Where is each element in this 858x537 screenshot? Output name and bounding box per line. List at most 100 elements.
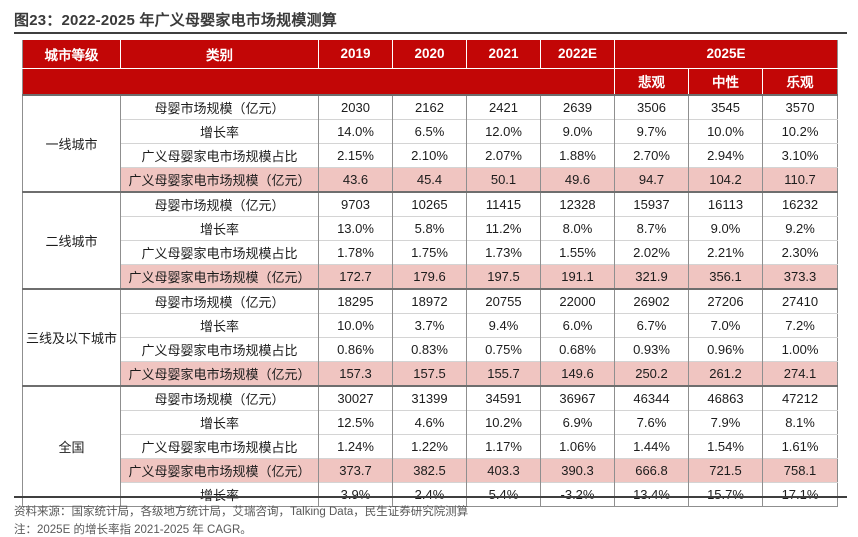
value-cell: 94.7 (614, 167, 689, 192)
value-cell: 5.4% (466, 482, 541, 507)
value-cell: 27206 (688, 288, 763, 314)
value-cell: 2639 (540, 94, 615, 120)
value-cell: 49.6 (540, 167, 615, 192)
footer-divider (14, 496, 847, 498)
value-cell: 197.5 (466, 264, 541, 289)
value-cell: 46344 (614, 385, 689, 411)
table-row: 增长率3.9%2.4%5.4%-3.2%13.4%15.7%17.1% (23, 482, 838, 507)
value-cell: 9.0% (540, 119, 615, 144)
value-cell: 18295 (318, 288, 393, 314)
year-header: 2019 (318, 40, 393, 68)
value-cell: 20755 (466, 288, 541, 314)
table-row: 二线城市 母婴市场规模（亿元） 9703 10265 11415 12328 15937 16… (22, 191, 838, 289)
value-cell: 4.6% (392, 410, 467, 435)
value-cell: 14.0% (318, 119, 393, 144)
value-cell: 3545 (688, 94, 763, 120)
table-row: 广义母婴家电市场规模（亿元） 43.6 45.4 50.1 49.6 94.7 104.2 1… (23, 167, 838, 192)
figure-title: 图23：2022-2025 年广义母婴家电市场规模测算 (14, 12, 337, 29)
value-cell: 47212 (762, 385, 838, 411)
value-cell: 179.6 (392, 264, 467, 289)
value-cell: 0.86% (318, 337, 393, 362)
value-cell: 12.5% (318, 410, 393, 435)
column-header: 类别 (120, 40, 319, 68)
value-cell: 10.0% (688, 119, 763, 144)
value-cell: 10.2% (762, 119, 838, 144)
value-cell: 2.30% (762, 240, 838, 265)
table-row: 广义母婴家电市场规模占比 0.86% 0.83% 0.75% 0.68% 0.93% 0.9… (23, 337, 838, 362)
metric-label-cell: 广义母婴家电市场规模（亿元） (120, 264, 319, 289)
value-cell: 390.3 (540, 458, 615, 483)
value-cell: 0.96% (688, 337, 763, 362)
metric-label-cell: 广义母婴家电市场规模占比 (120, 240, 319, 265)
year-header: 2022E (540, 40, 615, 68)
metric-label-cell: 母婴市场规模（亿元） (120, 385, 319, 411)
value-cell: 10.0% (318, 313, 393, 338)
value-cell: -3.2% (540, 482, 615, 507)
market-table: 城市等级 类别 2019 2020 2021 2022E 2025E 悲观 中性 乐观 一线城市母… (22, 40, 839, 507)
value-cell: 0.68% (540, 337, 615, 362)
header-row-2: 悲观 中性 乐观 (22, 67, 838, 95)
value-cell: 43.6 (318, 167, 393, 192)
city-cell: 二线城市 (22, 191, 121, 289)
value-cell: 6.0% (540, 313, 615, 338)
value-cell: 11.2% (466, 216, 541, 241)
table-header: 城市等级 类别 2019 2020 2021 2022E 2025E 悲观 中性 乐观 (22, 40, 838, 95)
value-cell: 274.1 (762, 361, 838, 386)
value-cell: 104.2 (688, 167, 763, 192)
value-cell: 7.2% (762, 313, 838, 338)
table-row: 三线及以下城市 母婴市场规模（亿元） 18295 18972 20755 22000 269… (22, 288, 838, 386)
value-cell: 36967 (540, 385, 615, 411)
value-cell: 2421 (466, 94, 541, 120)
value-cell: 9.0% (688, 216, 763, 241)
value-cell: 1.55% (540, 240, 615, 265)
value-cell: 2.70% (614, 143, 689, 168)
value-cell: 1.24% (318, 434, 393, 459)
value-cell: 5.8% (392, 216, 467, 241)
metric-label-cell: 母婴市场规模（亿元） (120, 94, 319, 120)
value-cell: 15.7% (688, 482, 763, 507)
value-cell: 1.22% (392, 434, 467, 459)
value-cell: 382.5 (392, 458, 467, 483)
value-cell: 45.4 (392, 167, 467, 192)
table-row: 一线城市 母婴市场规模（亿元） 2030 2162 2421 2639 3506 3545 35… (22, 94, 838, 192)
value-cell: 9.2% (762, 216, 838, 241)
value-cell: 403.3 (466, 458, 541, 483)
metric-label-cell: 广义母婴家电市场规模占比 (120, 337, 319, 362)
value-cell: 2.10% (392, 143, 467, 168)
value-cell: 1.88% (540, 143, 615, 168)
value-cell: 157.3 (318, 361, 393, 386)
value-cell: 27410 (762, 288, 838, 314)
value-cell: 46863 (688, 385, 763, 411)
value-cell: 3.7% (392, 313, 467, 338)
value-cell: 0.75% (466, 337, 541, 362)
table-row: 广义母婴家电市场规模占比 1.78% 1.75% 1.73% 1.55% 2.02% 2.2… (23, 240, 838, 265)
value-cell: 22000 (540, 288, 615, 314)
value-cell: 7.0% (688, 313, 763, 338)
value-cell: 0.83% (392, 337, 467, 362)
value-cell: 2.07% (466, 143, 541, 168)
value-cell: 3570 (762, 94, 838, 120)
value-cell: 9.7% (614, 119, 689, 144)
value-cell: 12328 (540, 191, 615, 217)
metric-label-cell: 增长率 (120, 216, 319, 241)
value-cell: 16113 (688, 191, 763, 217)
value-cell: 16232 (762, 191, 838, 217)
metric-label-cell: 广义母婴家电市场规模占比 (120, 143, 319, 168)
value-cell: 149.6 (540, 361, 615, 386)
scenario-header: 乐观 (762, 67, 838, 95)
value-cell: 1.06% (540, 434, 615, 459)
value-cell: 26902 (614, 288, 689, 314)
value-cell: 666.8 (614, 458, 689, 483)
value-cell: 3.10% (762, 143, 838, 168)
table-row: 广义母婴家电市场规模（亿元） 373.7 382.5 403.3 390.3 666.8 7… (23, 458, 838, 483)
value-cell: 1.54% (688, 434, 763, 459)
year-header: 2021 (466, 40, 541, 68)
value-cell: 3506 (614, 94, 689, 120)
value-cell: 321.9 (614, 264, 689, 289)
title-divider (14, 32, 847, 34)
header-spacer (22, 67, 615, 95)
metric-label-cell: 增长率 (120, 119, 319, 144)
value-cell: 2.02% (614, 240, 689, 265)
value-cell: 261.2 (688, 361, 763, 386)
table-body: 一线城市 母婴市场规模（亿元） 2030 2162 2421 2639 3506 3545 35… (22, 94, 838, 507)
